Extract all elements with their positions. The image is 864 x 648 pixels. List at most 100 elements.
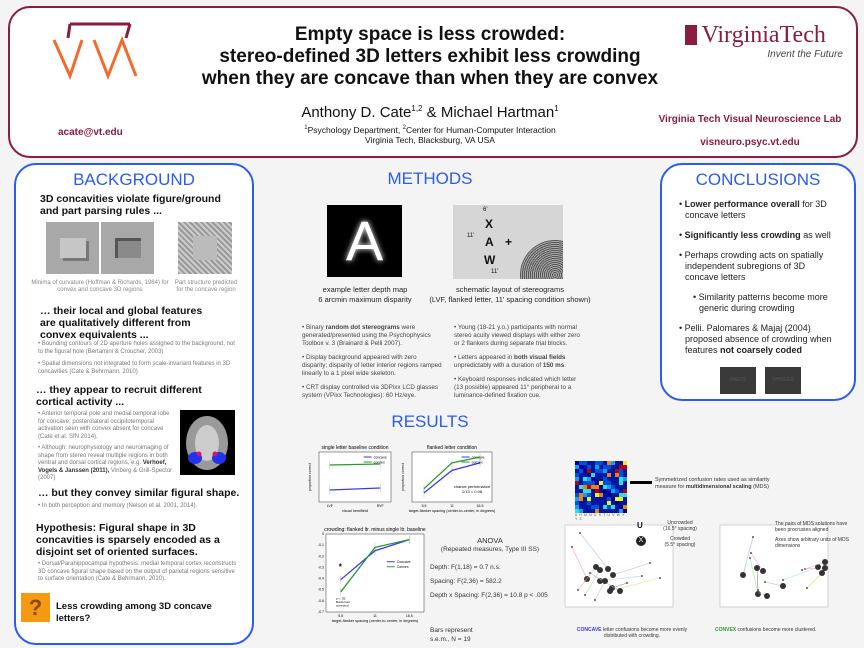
parts-button[interactable]: PARTS bbox=[720, 367, 756, 394]
matrix-cell bbox=[591, 505, 595, 509]
matrix-cell bbox=[599, 485, 603, 489]
matrix-cell bbox=[587, 469, 591, 473]
arrow-icon bbox=[630, 481, 652, 484]
uncrowded-point bbox=[577, 589, 579, 591]
matrix-cell bbox=[599, 493, 603, 497]
authors: Anthony D. Cate1,2 & Michael Hartman1 bbox=[301, 104, 559, 121]
confusion-shift-line bbox=[750, 552, 764, 572]
matrix-cell bbox=[575, 509, 579, 513]
matrix-cell bbox=[611, 497, 615, 501]
matrix-cell bbox=[587, 493, 591, 497]
uncrowded-point bbox=[749, 557, 751, 559]
brain-scan-image bbox=[180, 410, 235, 475]
matrix-cell bbox=[591, 461, 595, 465]
confusion-matrix bbox=[575, 461, 627, 513]
y-tick-label: -0.1 bbox=[318, 543, 324, 547]
matrix-cell bbox=[583, 485, 587, 489]
matrix-cell bbox=[615, 485, 619, 489]
matrix-cell bbox=[583, 501, 587, 505]
matrix-cell bbox=[583, 505, 587, 509]
stereogram-schematic: 6' 11' 11' X A W + bbox=[453, 205, 563, 279]
y-tick-label: -0.4 bbox=[318, 577, 324, 581]
figure-caption: Part structure predicted for the concave… bbox=[174, 280, 238, 293]
legend-label: concave bbox=[374, 456, 387, 460]
uncrowded-point bbox=[782, 579, 784, 581]
matrix-cell bbox=[583, 473, 587, 477]
matrix-cell bbox=[615, 493, 619, 497]
x-tick-label: 5.5 bbox=[338, 614, 343, 618]
matrix-cell bbox=[599, 477, 603, 481]
vw-logo bbox=[52, 22, 138, 80]
fixation-cross: + bbox=[505, 235, 513, 249]
matrix-cell bbox=[599, 461, 603, 465]
confusion-shift-line bbox=[756, 567, 759, 591]
matrix-cell bbox=[575, 481, 579, 485]
matrix-cell bbox=[587, 485, 591, 489]
crowded-point bbox=[602, 578, 608, 584]
part-structure-image bbox=[178, 222, 232, 274]
crowded-point bbox=[815, 564, 821, 570]
matrix-cell bbox=[583, 493, 587, 497]
significance-note: corrected bbox=[336, 604, 349, 608]
matrix-cell bbox=[607, 461, 611, 465]
matrix-cell bbox=[623, 465, 627, 469]
x-axis-label: target-flanker spacing (center-to-center… bbox=[409, 509, 496, 513]
matrix-cell bbox=[619, 505, 623, 509]
chart-title: crowding: flanked ltr. minus single ltr.… bbox=[324, 527, 426, 533]
x-tick-label: 11 bbox=[373, 614, 377, 618]
matrix-cell bbox=[575, 493, 579, 497]
uncrowded-point bbox=[579, 532, 581, 534]
methods-column-1: • Binary random dot stereograms were gen… bbox=[302, 324, 442, 399]
matrix-cell bbox=[607, 469, 611, 473]
anova-results: ANOVA (Repeated measures, Type III SS) D… bbox=[430, 536, 548, 643]
chance-annotation: chance performance bbox=[454, 484, 491, 489]
matrix-cell bbox=[591, 477, 595, 481]
bg-heading-2: … their local and global features are qu… bbox=[40, 305, 203, 341]
matrix-cell bbox=[595, 465, 599, 469]
matrix-cell bbox=[599, 465, 603, 469]
x-tick-label: LVF bbox=[327, 504, 333, 508]
matrix-cell bbox=[611, 469, 615, 473]
crowded-point bbox=[609, 585, 615, 591]
uncrowded-point bbox=[584, 594, 586, 596]
concave-cross-image bbox=[101, 222, 154, 274]
matrix-cell bbox=[603, 489, 607, 493]
matrix-cell bbox=[603, 501, 607, 505]
matrix-cell bbox=[611, 477, 615, 481]
confusion-shift-line bbox=[594, 580, 606, 601]
matrix-cell bbox=[611, 485, 615, 489]
matrix-cell bbox=[587, 509, 591, 513]
bg-heading-1: 3D concavities violate figure/ground and… bbox=[40, 193, 221, 217]
flanked-chart: flanked letter condition target-flanker s… bbox=[401, 445, 496, 513]
matrix-cell bbox=[603, 477, 607, 481]
matrix-cell bbox=[583, 497, 587, 501]
matrix-cell bbox=[615, 505, 619, 509]
vt-shield-icon bbox=[685, 25, 697, 45]
matrix-cell bbox=[603, 497, 607, 501]
y-tick-label: -0.6 bbox=[318, 599, 324, 603]
matrix-cell bbox=[623, 461, 627, 465]
crowded-point bbox=[822, 559, 828, 565]
matrix-cell bbox=[595, 481, 599, 485]
y-tick-label: 0 bbox=[322, 532, 324, 536]
uncrowded-marker-icon: U bbox=[637, 521, 643, 530]
matrix-cell bbox=[619, 493, 623, 497]
matrix-cell bbox=[603, 481, 607, 485]
email-link[interactable]: acate@vt.edu bbox=[58, 127, 123, 138]
matrix-cell bbox=[607, 477, 611, 481]
matrix-cell bbox=[619, 461, 623, 465]
title-line: stereo-defined 3D letters exhibit less c… bbox=[219, 46, 641, 67]
matrix-cell bbox=[619, 473, 623, 477]
matrix-cell bbox=[611, 489, 615, 493]
uncrowded-point bbox=[764, 581, 766, 583]
crowded-point bbox=[764, 593, 770, 599]
matrix-cell bbox=[603, 461, 607, 465]
matrix-cell bbox=[579, 461, 583, 465]
x-tick-label: 16.5 bbox=[406, 614, 413, 618]
lab-url[interactable]: visneuro.psyc.vt.edu bbox=[700, 137, 800, 148]
crowded-point bbox=[754, 565, 760, 571]
conclusions-list: • Lower performance overall for 3D conca… bbox=[679, 199, 832, 355]
matrix-cell bbox=[575, 473, 579, 477]
wholes-button[interactable]: WHOLES bbox=[765, 367, 801, 394]
matrix-cell bbox=[599, 469, 603, 473]
